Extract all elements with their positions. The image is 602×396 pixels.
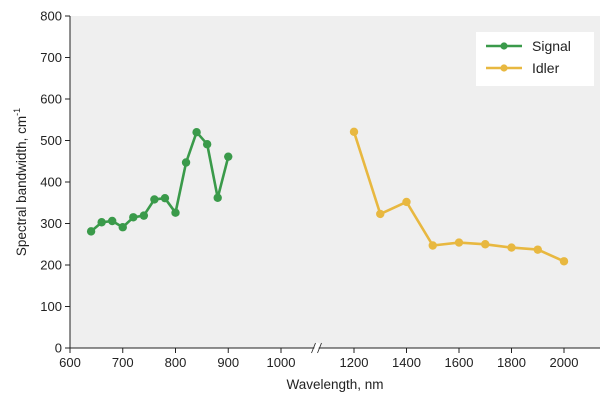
x-tick-label: 1800 — [497, 355, 526, 370]
data-point — [86, 227, 96, 236]
data-point — [150, 195, 159, 204]
y-tick-label: 0 — [55, 341, 62, 356]
legend-label: Idler — [532, 60, 560, 76]
y-tick-label: 200 — [40, 258, 62, 273]
y-axis-label-superscript: -1 — [12, 108, 22, 116]
y-tick-label: 400 — [40, 175, 62, 190]
y-axis-label-text: Spectral bandwidth, cm — [14, 116, 29, 256]
tick-labels: 0 100 200 300 400 500 600 700 800 600 700 800 900 100… — [40, 9, 578, 371]
x-tick-label: 800 — [165, 355, 187, 370]
x-tick-label: 1400 — [392, 355, 421, 370]
axis-break-line — [317, 342, 322, 354]
x-tick-label: 600 — [59, 355, 81, 370]
y-tick-label: 300 — [40, 216, 62, 231]
legend-label: Signal — [532, 38, 571, 54]
data-point — [402, 197, 411, 207]
data-point — [507, 243, 516, 252]
data-point — [181, 158, 191, 167]
axis-break-line — [311, 342, 316, 354]
axis-break-mark — [312, 342, 321, 354]
x-tick-label: 700 — [112, 355, 134, 370]
y-tick-label: 600 — [40, 92, 62, 107]
y-axis-label: Spectral bandwidth, cm-1 — [12, 108, 29, 256]
x-axis-label: Wavelength, nm — [286, 377, 383, 392]
data-point — [97, 218, 106, 227]
data-point — [376, 209, 385, 219]
x-tick-label: 1000 — [267, 355, 296, 370]
data-point — [202, 140, 212, 149]
legend: Signal Idler — [476, 32, 594, 86]
data-point — [108, 216, 117, 226]
data-point — [192, 128, 201, 137]
data-point — [533, 245, 542, 254]
data-point — [129, 213, 138, 222]
x-tick-label: 1200 — [340, 355, 369, 370]
data-point — [139, 211, 149, 220]
legend-marker — [500, 42, 508, 50]
data-point — [160, 193, 170, 203]
y-tick-label: 700 — [40, 50, 62, 65]
data-point — [213, 193, 222, 202]
data-point — [454, 238, 464, 247]
data-point — [428, 241, 437, 250]
legend-box — [476, 32, 594, 86]
y-tick-label: 800 — [40, 9, 62, 24]
data-point — [171, 208, 180, 217]
data-point — [224, 152, 233, 161]
y-tick-label: 100 — [40, 299, 62, 314]
y-tick-label: 500 — [40, 133, 62, 148]
x-tick-label: 900 — [217, 355, 239, 370]
x-tick-label: 1600 — [445, 355, 474, 370]
x-tick-label: 2000 — [550, 355, 579, 370]
series-layer — [86, 127, 569, 266]
data-point — [349, 127, 359, 136]
legend-marker — [500, 64, 508, 72]
data-point — [481, 240, 490, 249]
data-point — [559, 257, 569, 266]
data-point — [118, 223, 127, 232]
